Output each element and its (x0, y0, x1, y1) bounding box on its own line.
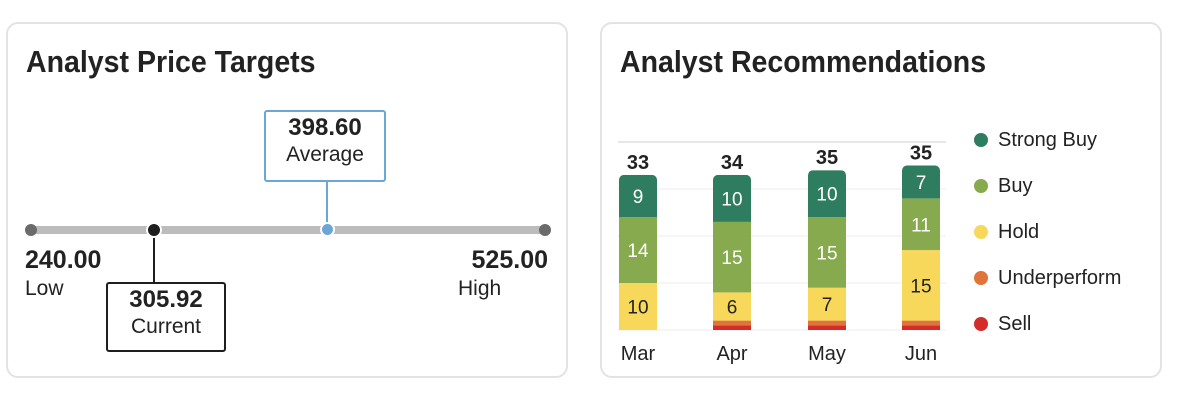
average-stem (326, 180, 328, 224)
legend-label: Hold (998, 221, 1040, 243)
price-targets-title: Analyst Price Targets (26, 44, 316, 79)
bar-segment[interactable] (902, 198, 940, 251)
legend-swatch (974, 271, 988, 285)
price-range-track (31, 226, 546, 234)
bar-segment[interactable] (619, 174, 657, 218)
category-label: Jun (905, 343, 937, 365)
bar-segment[interactable] (713, 292, 751, 321)
bar-segment[interactable] (619, 217, 657, 283)
segment-label: 9 (633, 187, 644, 208)
legend-label: Underperform (998, 267, 1122, 289)
current-value: 305.92 (129, 286, 203, 313)
average-callout: 398.60 Average (264, 110, 386, 182)
current-marker[interactable] (146, 222, 162, 238)
bar-stack (713, 174, 751, 330)
average-value: 398.60 (288, 114, 362, 141)
bar-segment[interactable] (713, 221, 751, 293)
legend-label: Strong Buy (998, 129, 1097, 151)
bar-segment[interactable] (808, 325, 846, 330)
bar-segment[interactable] (902, 325, 940, 330)
bar-segment[interactable] (808, 217, 846, 288)
average-label: Average (286, 143, 364, 166)
bar-total-label: 34 (721, 152, 744, 174)
recommendations-legend: Strong Buy Buy Hold Underperform Sell (974, 128, 1121, 358)
legend-swatch (974, 225, 988, 239)
low-label: Low (25, 277, 64, 300)
segment-label: 11 (911, 215, 931, 236)
segment-label: 10 (816, 185, 837, 206)
category-label: Apr (716, 343, 747, 365)
legend-swatch (974, 133, 988, 147)
bar-total-label: 33 (627, 152, 649, 174)
bar-total-label: 35 (816, 147, 838, 169)
recommendations-card: Analyst Recommendations 10 14 9 33 Mar 6 15 10 3… (600, 22, 1162, 378)
recommendations-title: Analyst Recommendations (620, 44, 987, 79)
price-targets-card: Analyst Price Targets 398.60 Average 305… (6, 22, 568, 378)
category-label: Mar (621, 343, 656, 365)
bar-stack (619, 174, 657, 330)
bar-total-label: 35 (910, 143, 932, 165)
legend-item: Sell (974, 312, 1121, 358)
bar-segment[interactable] (902, 250, 940, 321)
segment-label: 10 (721, 189, 742, 210)
segment-label: 10 (627, 298, 648, 319)
segment-label: 6 (727, 298, 738, 319)
bar-segment[interactable] (808, 170, 846, 218)
segment-label: 7 (916, 173, 927, 194)
category-label: May (808, 343, 846, 365)
average-marker[interactable] (320, 222, 335, 237)
bar-segment[interactable] (902, 320, 940, 326)
legend-swatch (974, 179, 988, 193)
bar-segment[interactable] (902, 165, 940, 199)
recommendations-chart: 10 14 9 33 Mar 6 15 10 34 Apr 7 15 10 35 May 15 11 7 35 Jun (618, 141, 946, 365)
segment-label: 14 (627, 241, 649, 262)
legend-label: Buy (998, 175, 1033, 197)
bar-segment[interactable] (808, 320, 846, 326)
bar-segment[interactable] (713, 325, 751, 330)
high-value: 525.00 (471, 246, 548, 274)
legend-item: Buy (974, 174, 1121, 220)
segment-label: 15 (721, 248, 742, 269)
legend-swatch (974, 317, 988, 331)
legend-item: Hold (974, 220, 1121, 266)
bar-segment[interactable] (619, 283, 657, 330)
legend-label: Sell (998, 313, 1032, 335)
low-value: 240.00 (25, 246, 102, 274)
legend-item: Strong Buy (974, 128, 1121, 174)
bar-segment[interactable] (713, 174, 751, 222)
low-marker (25, 224, 37, 236)
legend-item: Underperform (974, 266, 1121, 312)
segment-label: 7 (822, 295, 833, 316)
current-label: Current (130, 315, 202, 338)
bar-segment[interactable] (713, 320, 751, 326)
current-stem (153, 236, 155, 282)
bar-stack (808, 170, 846, 330)
current-callout: 305.92 Current (106, 282, 226, 352)
segment-label: 15 (816, 243, 837, 264)
bar-stack (902, 165, 940, 330)
segment-label: 15 (910, 276, 931, 297)
high-marker (539, 224, 551, 236)
bar-segment[interactable] (808, 287, 846, 321)
high-label: High (458, 277, 502, 300)
